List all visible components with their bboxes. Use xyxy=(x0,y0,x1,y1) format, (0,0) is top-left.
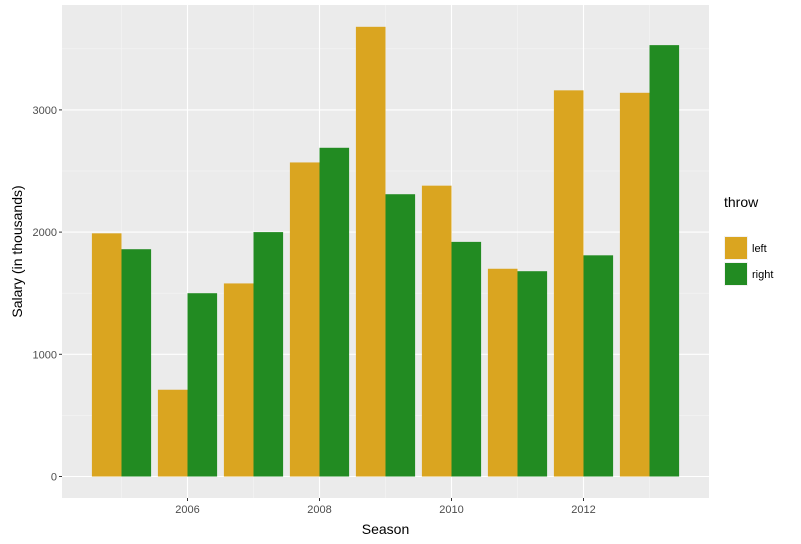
y-tick-label: 3000 xyxy=(33,105,57,117)
bar-left-2009 xyxy=(355,26,386,477)
x-tick-label: 2010 xyxy=(439,504,463,516)
y-axis: 0 1000 2000 3000 xyxy=(33,105,62,484)
bar-left-2008 xyxy=(289,162,320,477)
x-tick-label: 2006 xyxy=(175,504,199,516)
bar-right-2008 xyxy=(319,147,350,477)
y-tick-label: 0 xyxy=(51,472,57,484)
bar-left-2006 xyxy=(157,389,188,477)
legend-title: throw xyxy=(724,194,759,210)
bar-left-2013 xyxy=(619,92,650,477)
bar-right-2006 xyxy=(187,293,218,477)
bar-right-2011 xyxy=(517,271,548,477)
bar-right-2009 xyxy=(385,194,416,477)
bar-right-2005 xyxy=(121,249,152,477)
legend-swatch-left xyxy=(725,237,747,259)
y-tick-label: 2000 xyxy=(33,227,57,239)
legend-label-left: left xyxy=(752,243,767,255)
bar-left-2007 xyxy=(223,283,254,477)
bar-right-2010 xyxy=(451,241,482,477)
bars xyxy=(91,26,680,477)
y-axis-title: Salary (in thousands) xyxy=(9,185,25,317)
bar-left-2011 xyxy=(487,268,518,477)
legend-swatch-right xyxy=(725,263,747,285)
y-tick-label: 1000 xyxy=(33,349,57,361)
bar-right-2013 xyxy=(649,45,680,477)
x-axis: 2006 2008 2010 2012 xyxy=(175,498,596,516)
x-tick-label: 2012 xyxy=(571,504,595,516)
bar-left-2012 xyxy=(553,90,584,477)
bar-left-2010 xyxy=(421,185,452,477)
bar-right-2007 xyxy=(253,232,284,477)
bar-right-2012 xyxy=(583,255,614,477)
legend: throw left right xyxy=(724,194,773,286)
bar-left-2005 xyxy=(91,233,122,477)
x-tick-label: 2008 xyxy=(307,504,331,516)
x-axis-title: Season xyxy=(362,521,409,537)
legend-label-right: right xyxy=(752,269,773,281)
